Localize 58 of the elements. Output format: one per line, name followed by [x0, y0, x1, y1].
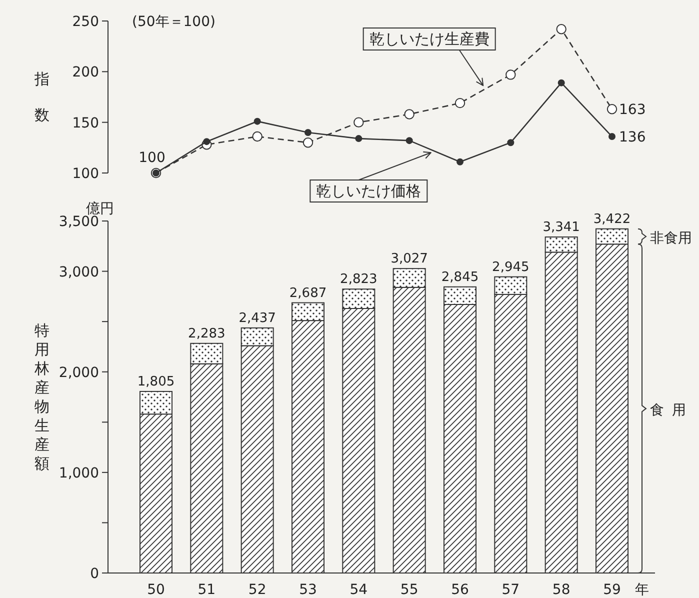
- text: 指数: [34, 70, 50, 124]
- x-tick-label: 52: [248, 582, 266, 598]
- point: [406, 137, 413, 144]
- data-label: 136: [619, 130, 646, 146]
- x-tick-label: 51: [198, 582, 216, 598]
- point: [203, 138, 210, 146]
- x-tick-label: 56: [451, 582, 469, 598]
- x-axis-title: 年: [635, 582, 649, 598]
- point: [456, 158, 464, 166]
- total-label: 2,687: [289, 286, 327, 301]
- total-label: 3,422: [593, 212, 631, 227]
- y-tick-label: 200: [72, 64, 99, 81]
- point: [507, 139, 514, 146]
- y-tick-label: 150: [72, 115, 99, 132]
- x-tick-label: 54: [350, 582, 368, 598]
- point: [454, 98, 466, 108]
- total-label: 2,823: [340, 272, 378, 288]
- point: [558, 79, 565, 86]
- total-label: 2,945: [492, 260, 530, 275]
- x-tick-label: 55: [400, 582, 418, 598]
- point: [355, 135, 362, 142]
- point: [608, 133, 616, 140]
- y-tick-label: 1,000: [58, 465, 99, 482]
- data-label: 163: [619, 102, 646, 118]
- series-label: 食用: [650, 402, 694, 419]
- x-tick-label: 53: [299, 582, 317, 598]
- point: [556, 24, 566, 34]
- point: [254, 118, 261, 125]
- point: [304, 128, 312, 136]
- total-label: 3,341: [542, 220, 580, 235]
- x-tick-label: 50: [147, 582, 165, 598]
- y-tick-label: 3,500: [58, 214, 99, 230]
- point: [302, 138, 314, 148]
- point: [506, 70, 516, 80]
- point: [252, 131, 262, 142]
- total-label: 3,027: [390, 252, 428, 267]
- legend-label: 乾しいたけ価格: [316, 182, 422, 200]
- total-label: 1,805: [137, 374, 175, 390]
- point: [404, 109, 414, 120]
- y-tick-label: 0: [90, 566, 99, 582]
- y-tick-label: 250: [72, 14, 99, 30]
- series-label: 乾しいたけ生産費: [369, 30, 490, 48]
- y-axis-title: 特用林産物生産額: [34, 322, 50, 472]
- y-tick-label: 3,000: [58, 264, 99, 280]
- point: [354, 117, 364, 128]
- annotation: (50年＝100): [132, 14, 216, 30]
- y-tick-label: 2,000: [58, 364, 99, 381]
- text: 億円: [86, 201, 114, 217]
- y-tick-label: 100: [72, 166, 99, 182]
- total-label: 2,283: [188, 326, 226, 342]
- x-tick-label: 57: [502, 582, 520, 598]
- x-tick-label: 58: [552, 582, 570, 598]
- total-label: 2,845: [441, 270, 479, 285]
- data-label: 100: [138, 150, 166, 166]
- total-label: 2,437: [238, 310, 276, 326]
- x-tick-label: 59: [603, 582, 621, 598]
- point: [606, 104, 618, 114]
- series-label: 非食用: [650, 230, 692, 246]
